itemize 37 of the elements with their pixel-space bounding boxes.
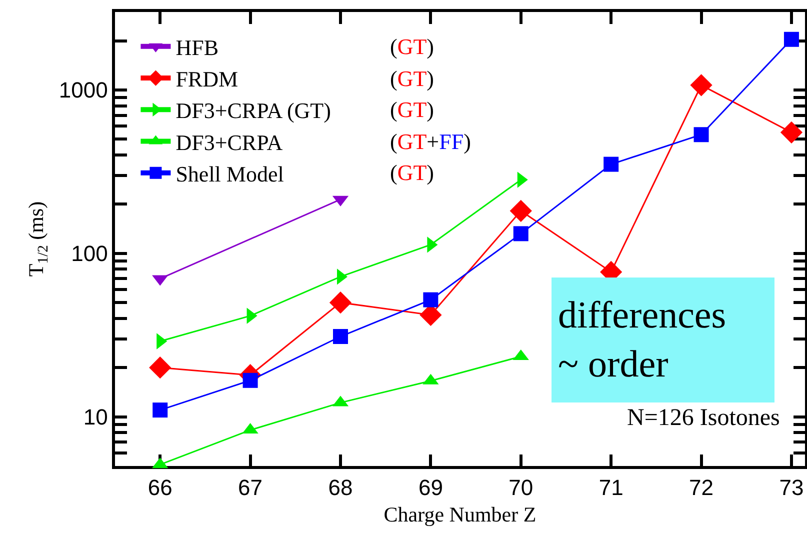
x-tick-label: 72: [689, 475, 714, 500]
x-axis-title: Charge Number Z: [384, 502, 536, 526]
point: [149, 356, 172, 379]
point: [690, 74, 712, 96]
point: [513, 226, 528, 242]
point: [784, 32, 799, 47]
legend-label: DF3+CRPA: [176, 130, 283, 155]
point: [152, 402, 168, 418]
legend-label: FRDM: [176, 66, 238, 92]
point: [604, 156, 619, 172]
legend-label: Shell Model: [176, 161, 284, 186]
point: [694, 127, 709, 142]
point: [780, 121, 803, 144]
legend-label: HFB: [176, 35, 218, 60]
point: [242, 372, 258, 388]
x-tick-label: 66: [148, 475, 172, 500]
point: [332, 329, 348, 344]
annotation: (GT): [390, 34, 434, 59]
y-tick-label: 100: [71, 241, 108, 266]
legend-label: DF3+CRPA (GT): [176, 98, 331, 124]
annotation: (GT): [390, 97, 434, 122]
x-tick-label: 69: [418, 475, 443, 500]
x-tick-label: 67: [238, 475, 263, 500]
annotation: differences ~ order: [558, 294, 726, 386]
point: [423, 292, 438, 308]
x-tick-label: 71: [598, 475, 624, 500]
point: [510, 200, 532, 222]
y-tick-label: 1000: [58, 78, 108, 103]
point: [329, 292, 352, 314]
x-tick-label: 73: [779, 475, 804, 500]
annotation: (GT): [390, 66, 434, 91]
x-tick-label: 70: [508, 475, 534, 500]
y-tick-label: 10: [83, 404, 108, 430]
x-tick-label: 68: [328, 475, 353, 500]
annotation: N=126 Isotones: [627, 405, 780, 431]
annotation: (GT+FF): [390, 129, 471, 154]
annotation: (GT): [390, 160, 434, 185]
